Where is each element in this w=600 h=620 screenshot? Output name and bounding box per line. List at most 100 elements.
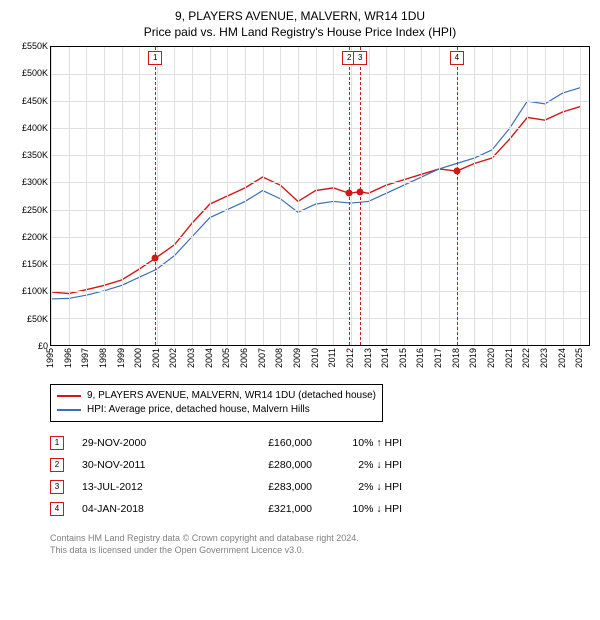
- event-date: 29-NOV-2000: [82, 437, 212, 449]
- grid-line-h: [51, 318, 589, 319]
- x-tick-label: 2006: [239, 348, 249, 368]
- x-tick-label: 2009: [292, 348, 302, 368]
- chart: £0£50K£100K£150K£200K£250K£300K£350K£400…: [10, 46, 590, 376]
- y-axis: £0£50K£100K£150K£200K£250K£300K£350K£400…: [10, 46, 50, 346]
- legend-label: HPI: Average price, detached house, Malv…: [87, 403, 310, 417]
- footer-line-1: Contains HM Land Registry data © Crown c…: [50, 532, 590, 544]
- grid-line-v: [421, 47, 422, 345]
- grid-line-v: [563, 47, 564, 345]
- grid-line-h: [51, 101, 589, 102]
- y-tick-label: £350K: [22, 150, 48, 160]
- event-dot: [357, 188, 364, 195]
- event-row: 3 13-JUL-2012£283,0002% ↓ HPI: [50, 476, 590, 498]
- grid-line-h: [51, 128, 589, 129]
- x-tick-label: 2017: [433, 348, 443, 368]
- y-tick-label: £150K: [22, 259, 48, 269]
- y-tick-label: £200K: [22, 232, 48, 242]
- grid-line-v: [298, 47, 299, 345]
- event-diff: 10% ↓ HPI: [312, 503, 402, 515]
- event-price: £283,000: [212, 481, 312, 493]
- grid-line-h: [51, 237, 589, 238]
- event-number-box: 1: [50, 436, 64, 450]
- grid-line-v: [474, 47, 475, 345]
- y-tick-label: £300K: [22, 177, 48, 187]
- grid-line-v: [369, 47, 370, 345]
- grid-line-h: [51, 182, 589, 183]
- x-axis: 1995199619971998199920002001200220032004…: [50, 346, 590, 376]
- grid-line-v: [333, 47, 334, 345]
- event-row: 2 30-NOV-2011£280,0002% ↓ HPI: [50, 454, 590, 476]
- x-tick-label: 2011: [327, 348, 337, 367]
- event-price: £321,000: [212, 503, 312, 515]
- grid-line-v: [439, 47, 440, 345]
- x-tick-label: 2000: [133, 348, 143, 368]
- event-number-box: 2: [50, 458, 64, 472]
- grid-line-v: [510, 47, 511, 345]
- event-diff: 2% ↓ HPI: [312, 481, 402, 493]
- events-table: 129-NOV-2000£160,00010% ↑ HPI230-NOV-201…: [50, 432, 590, 520]
- grid-line-v: [139, 47, 140, 345]
- y-tick-label: £250K: [22, 205, 48, 215]
- event-row: 129-NOV-2000£160,00010% ↑ HPI: [50, 432, 590, 454]
- grid-line-v: [69, 47, 70, 345]
- event-marker-box: 1: [148, 51, 162, 65]
- event-dot: [346, 190, 353, 197]
- x-tick-label: 2025: [574, 348, 584, 368]
- y-tick-label: £100K: [22, 286, 48, 296]
- grid-line-v: [157, 47, 158, 345]
- event-dot: [453, 168, 460, 175]
- x-tick-label: 2023: [539, 348, 549, 368]
- grid-line-v: [280, 47, 281, 345]
- grid-line-v: [404, 47, 405, 345]
- plot-area: 1234: [50, 46, 590, 346]
- grid-line-v: [122, 47, 123, 345]
- x-tick-label: 2004: [204, 348, 214, 368]
- x-tick-label: 2005: [221, 348, 231, 368]
- event-price: £280,000: [212, 459, 312, 471]
- grid-line-h: [51, 74, 589, 75]
- grid-line-v: [227, 47, 228, 345]
- event-marker-line: [360, 47, 361, 345]
- x-tick-label: 2003: [186, 348, 196, 368]
- x-tick-label: 1996: [63, 348, 73, 368]
- event-number-box: 3: [50, 480, 64, 494]
- y-tick-label: £400K: [22, 123, 48, 133]
- event-marker-line: [457, 47, 458, 345]
- grid-line-v: [527, 47, 528, 345]
- grid-line-h: [51, 210, 589, 211]
- grid-line-h: [51, 264, 589, 265]
- legend-item: HPI: Average price, detached house, Malv…: [57, 403, 376, 417]
- grid-line-v: [104, 47, 105, 345]
- event-price: £160,000: [212, 437, 312, 449]
- x-tick-label: 1995: [45, 348, 55, 368]
- footer: Contains HM Land Registry data © Crown c…: [50, 532, 590, 556]
- event-date: 04-JAN-2018: [82, 503, 212, 515]
- legend-swatch: [57, 395, 81, 397]
- x-tick-label: 2018: [451, 348, 461, 368]
- x-tick-label: 1997: [80, 348, 90, 368]
- title-line-1: 9, PLAYERS AVENUE, MALVERN, WR14 1DU: [10, 8, 590, 24]
- event-date: 13-JUL-2012: [82, 481, 212, 493]
- grid-line-v: [263, 47, 264, 345]
- y-tick-label: £450K: [22, 96, 48, 106]
- x-tick-label: 2021: [504, 348, 514, 368]
- x-tick-label: 2001: [151, 348, 161, 368]
- y-tick-label: £50K: [27, 314, 48, 324]
- grid-line-v: [492, 47, 493, 345]
- event-diff: 2% ↓ HPI: [312, 459, 402, 471]
- grid-line-v: [316, 47, 317, 345]
- x-tick-label: 1999: [116, 348, 126, 368]
- title-line-2: Price paid vs. HM Land Registry's House …: [10, 24, 590, 40]
- legend: 9, PLAYERS AVENUE, MALVERN, WR14 1DU (de…: [50, 384, 383, 422]
- grid-line-v: [545, 47, 546, 345]
- event-date: 30-NOV-2011: [82, 459, 212, 471]
- event-marker-box: 4: [450, 51, 464, 65]
- grid-line-v: [51, 47, 52, 345]
- event-row: 404-JAN-2018£321,00010% ↓ HPI: [50, 498, 590, 520]
- x-tick-label: 2002: [168, 348, 178, 368]
- grid-line-v: [174, 47, 175, 345]
- grid-line-v: [580, 47, 581, 345]
- legend-item: 9, PLAYERS AVENUE, MALVERN, WR14 1DU (de…: [57, 389, 376, 403]
- x-tick-label: 2013: [363, 348, 373, 368]
- x-tick-label: 2008: [274, 348, 284, 368]
